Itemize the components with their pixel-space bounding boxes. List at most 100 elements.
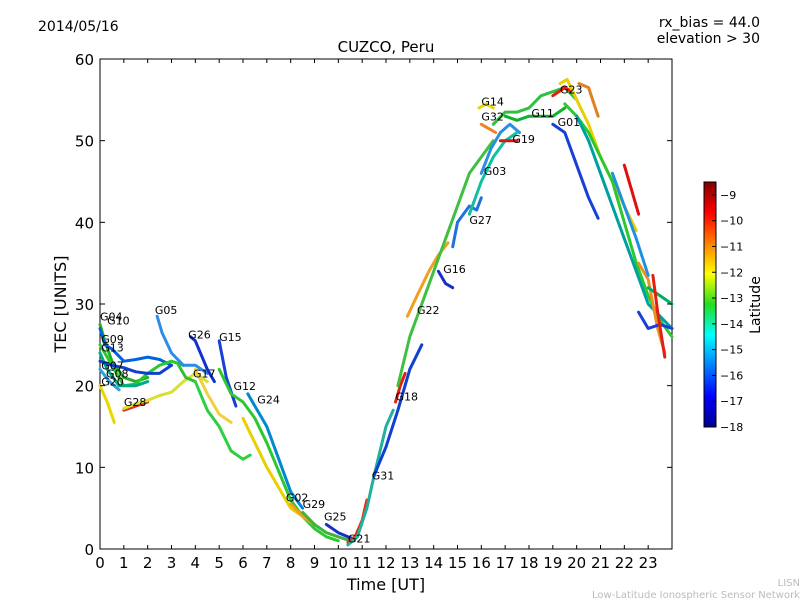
date-label: 2014/05/16 [38, 19, 119, 35]
series-line-g11 [503, 106, 567, 122]
series-line-g12 [193, 380, 252, 461]
x-tick-label: 16 [472, 554, 491, 572]
series-line-g24b [217, 367, 340, 543]
satellite-label-g21: G21 [348, 532, 371, 545]
y-axis-label: TEC [UNITS] [51, 256, 70, 354]
series-line-g23 [551, 86, 574, 98]
satellite-label-g19: G19 [512, 133, 535, 146]
colorbar-tick-label: −14 [720, 318, 743, 331]
satellite-label-g03: G03 [484, 165, 507, 178]
satellite-label-g02: G02 [286, 492, 309, 505]
y-tick-label: 60 [75, 51, 94, 69]
x-tick-label: 15 [448, 554, 467, 572]
satellite-label-g16: G16 [443, 263, 466, 276]
satellite-label-g07: G07 [101, 359, 124, 372]
x-tick-label: 1 [119, 554, 129, 572]
series-line-g28 [122, 400, 150, 412]
satellite-labels: G04G10G09G13G07G08G20G28G05G26G17G15G12G… [100, 83, 583, 545]
x-tick-label: 7 [262, 554, 272, 572]
satellite-label-g12: G12 [233, 380, 256, 393]
x-axis: 0 1 2 3 4 5 6 7 8 9 10 11 12 13 14 15 16 17 18 19 20 21 22 23 [95, 59, 658, 572]
x-tick-label: 11 [353, 554, 372, 572]
rx-bias-label: rx_bias = 44.0 [659, 15, 760, 31]
series-line-g12b [193, 367, 233, 424]
x-tick-label: 5 [214, 554, 224, 572]
satellite-label-g26: G26 [188, 328, 211, 341]
x-tick-label: 4 [191, 554, 201, 572]
series-layer [98, 77, 674, 547]
series-line-g23i [646, 286, 674, 306]
satellite-label-g25: G25 [324, 510, 347, 523]
series-line-g18b [394, 371, 407, 404]
y-axis: 0 10 20 30 40 50 60 [75, 51, 672, 559]
x-tick-label: 17 [496, 554, 515, 572]
y-tick-label: 20 [75, 378, 94, 396]
series-line-g27 [451, 196, 483, 249]
satellite-label-g18: G18 [396, 390, 419, 403]
satellite-label-g31: G31 [372, 470, 395, 483]
colorbar-tick-label: −11 [720, 240, 743, 253]
elevation-label: elevation > 30 [657, 31, 760, 47]
series-line-g32 [479, 122, 498, 134]
chart-title: CUZCO, Peru [338, 38, 435, 56]
satellite-label-g32: G32 [481, 110, 504, 123]
colorbar-ticks: −9 −10 −11 −12 −13 −14 −15 −16 −17 −18 [712, 189, 743, 434]
x-tick-label: 19 [543, 554, 562, 572]
series-line-g17 [177, 363, 197, 384]
plot-area [99, 58, 673, 550]
series-line-g03b [467, 131, 519, 216]
y-tick-label: 40 [75, 214, 94, 232]
series-line-g24 [246, 392, 305, 510]
satellite-label-g01: G01 [558, 116, 581, 129]
series-line-g10 [98, 327, 173, 367]
satellite-label-g29: G29 [303, 498, 326, 511]
satellite-label-g22: G22 [417, 304, 440, 317]
satellite-label-g17: G17 [193, 368, 216, 381]
series-line-g01 [551, 122, 600, 220]
x-tick-label: 20 [567, 554, 586, 572]
series-line-g22b [396, 139, 495, 388]
x-tick-label: 23 [639, 554, 658, 572]
series-line-g26 [189, 335, 216, 384]
satellite-label-g13: G13 [101, 341, 124, 354]
satellite-label-g11: G11 [531, 107, 554, 120]
series-line-g08 [98, 367, 121, 392]
satellite-label-g10: G10 [107, 314, 130, 327]
satellite-label-g28: G28 [124, 396, 147, 409]
series-line-g29 [301, 510, 352, 543]
satellite-label-g27: G27 [469, 214, 492, 227]
colorbar-label: Latitude [748, 276, 764, 334]
series-line-g23d [575, 114, 674, 330]
series-line-g14 [477, 102, 495, 110]
series-line-g20 [98, 384, 116, 424]
series-line-g28b [122, 371, 209, 410]
y-tick-label: 30 [75, 296, 94, 314]
colorbar-tick-label: −18 [720, 421, 743, 434]
x-tick-label: 22 [615, 554, 634, 572]
satellite-label-g15: G15 [219, 331, 242, 344]
x-tick-label: 18 [519, 554, 538, 572]
x-tick-label: 14 [424, 554, 443, 572]
colorbar [703, 181, 717, 428]
satellite-label-g23: G23 [560, 83, 583, 96]
series-line-g23e [577, 82, 600, 118]
satellite-label-g20: G20 [101, 376, 124, 389]
series-line-g31 [346, 408, 395, 547]
x-tick-label: 21 [591, 554, 610, 572]
x-axis-label: Time [UT] [346, 575, 425, 594]
x-tick-label: 2 [143, 554, 153, 572]
x-tick-label: 0 [95, 554, 105, 572]
series-line-g05 [155, 314, 209, 375]
colorbar-tick-label: −15 [720, 344, 743, 357]
x-tick-label: 12 [376, 554, 395, 572]
series-line-g23j [610, 171, 650, 277]
y-tick-label: 10 [75, 459, 94, 477]
footer-lisn: LISN [778, 578, 800, 589]
satellite-label-g09: G09 [101, 333, 124, 346]
x-tick-label: 9 [310, 554, 320, 572]
series-line-g18 [372, 343, 424, 477]
y-tick-label: 50 [75, 133, 94, 151]
series-line-g23f [622, 163, 641, 216]
